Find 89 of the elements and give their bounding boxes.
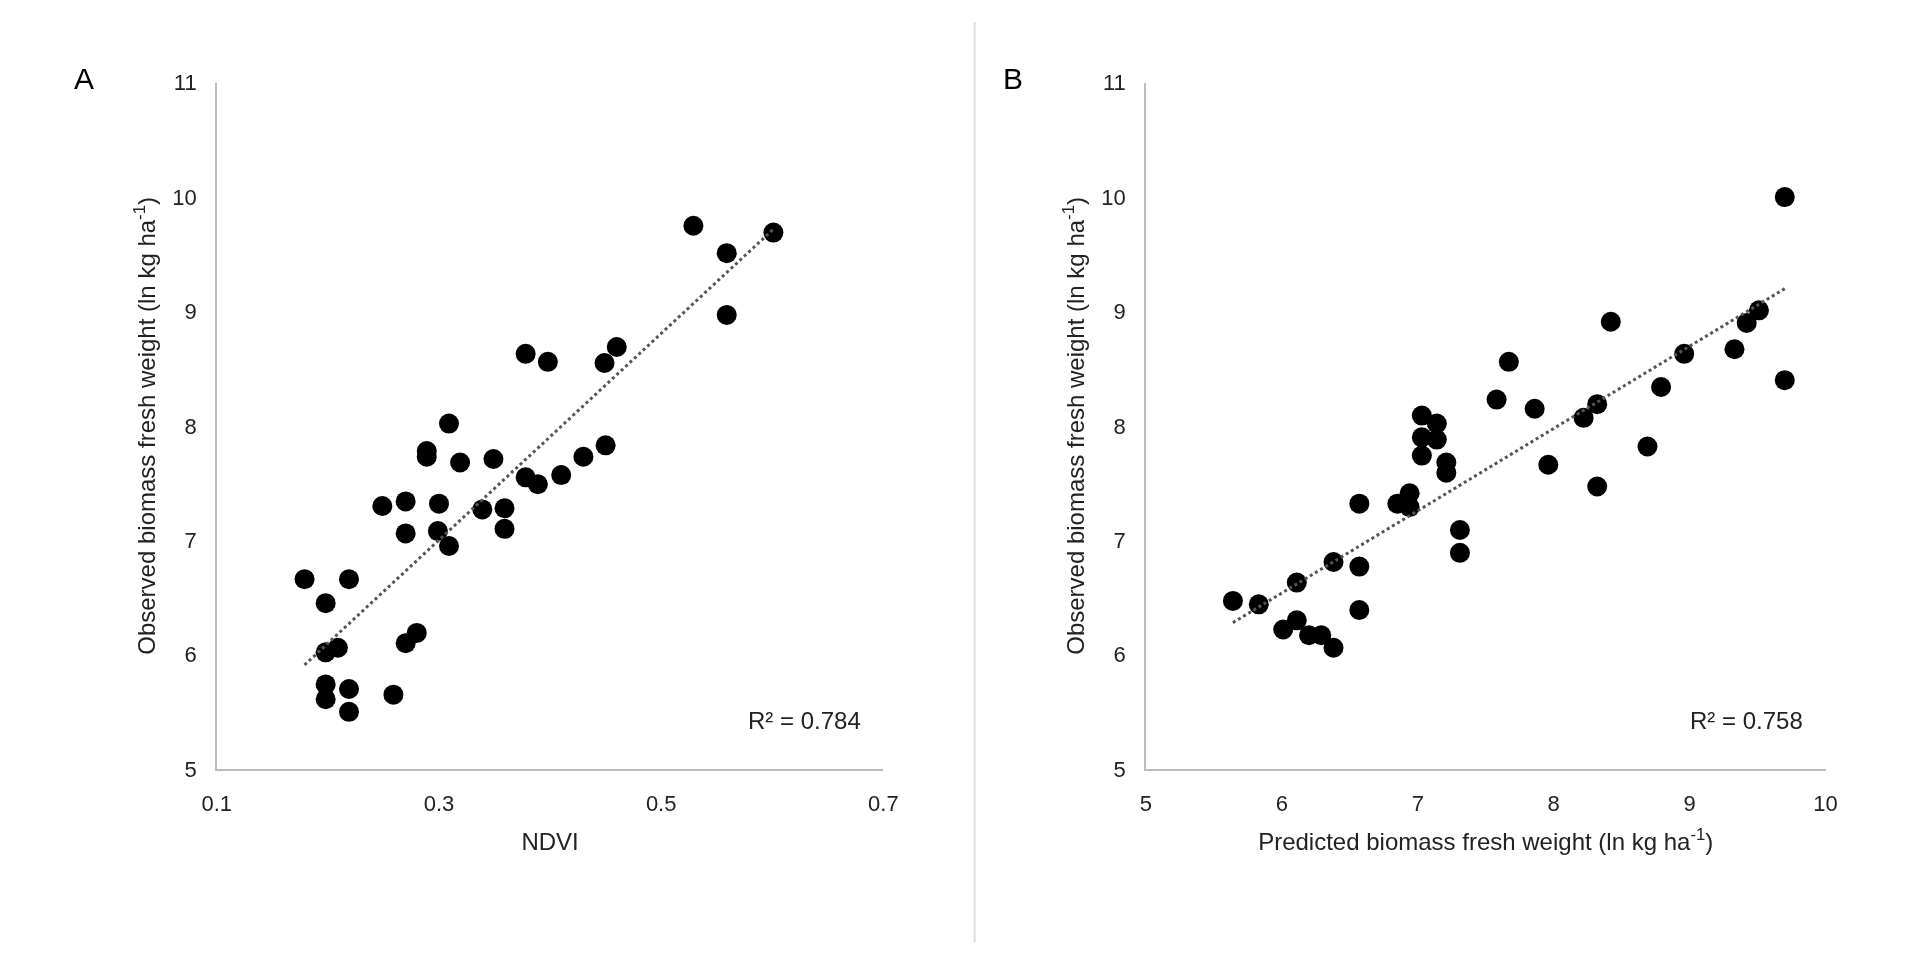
point [494, 498, 515, 519]
point [406, 622, 427, 643]
point [551, 465, 572, 486]
point [1273, 619, 1294, 640]
y-tick-label: 7 [1113, 527, 1126, 553]
point [1674, 343, 1695, 364]
y-tick-label: 6 [184, 642, 197, 668]
point [1724, 339, 1745, 360]
y-tick-label: 8 [1113, 413, 1126, 439]
point [427, 521, 448, 542]
chart-title: A [74, 62, 95, 95]
annotation: R² = 0.758 [1690, 707, 1803, 734]
y-tick-label: 6 [1113, 642, 1126, 668]
point [683, 215, 704, 236]
x-tick-label: 0.7 [868, 791, 899, 817]
point [716, 243, 737, 264]
point [573, 446, 594, 467]
x-tick-label: 8 [1547, 791, 1560, 817]
point [1651, 376, 1672, 397]
x-tick-label: 9 [1683, 791, 1696, 817]
y-tick-label: 10 [172, 184, 197, 210]
point [1573, 407, 1594, 428]
y-tick-label: 8 [184, 413, 197, 439]
point [395, 491, 416, 512]
point [1426, 429, 1447, 450]
x-tick-label: 0.3 [423, 791, 455, 817]
point [315, 689, 336, 710]
point [1524, 398, 1545, 419]
x-tick-label: 7 [1411, 791, 1424, 817]
x-tick-label: 10 [1813, 791, 1838, 817]
chart-title: B [1003, 62, 1024, 95]
point [483, 449, 504, 470]
point [515, 343, 536, 364]
x-tick-label: 6 [1275, 791, 1288, 817]
point [527, 474, 548, 495]
point [1323, 637, 1344, 658]
point [472, 499, 493, 520]
point [429, 493, 449, 514]
point [395, 523, 416, 544]
y-tick-label: 5 [1113, 756, 1126, 782]
point [450, 452, 471, 473]
point [1399, 497, 1420, 518]
point [339, 701, 359, 722]
annotation: R² = 0.784 [748, 707, 861, 734]
point [383, 684, 404, 705]
point [1222, 590, 1243, 611]
point [606, 336, 627, 357]
point [1637, 436, 1658, 457]
point [339, 569, 359, 590]
y-tick-label: 10 [1101, 184, 1126, 210]
x-axis-title: Predicted biomass fresh weight (ln kg ha$^{-1}$) [1258, 824, 1714, 855]
point [1774, 187, 1795, 208]
point [1349, 493, 1370, 514]
x-tick-label: 0.1 [201, 791, 233, 817]
point [439, 413, 459, 434]
point [1449, 519, 1470, 540]
y-tick-label: 9 [1113, 299, 1126, 325]
point [494, 518, 515, 539]
point [1538, 454, 1559, 475]
point [1498, 351, 1519, 372]
point [763, 222, 784, 243]
point [716, 304, 737, 325]
point [595, 435, 616, 456]
point [1736, 312, 1757, 333]
y-tick-label: 5 [184, 756, 197, 782]
point [1411, 445, 1432, 466]
y-tick-label: 11 [1102, 70, 1126, 96]
point [1486, 389, 1507, 410]
point [1349, 600, 1370, 621]
y-tick-label: 7 [184, 527, 197, 553]
point [594, 352, 615, 373]
point [339, 678, 359, 699]
x-axis-title: NDVI [521, 827, 579, 855]
y-tick-label: 9 [184, 299, 197, 325]
point [1411, 405, 1432, 426]
point [315, 593, 336, 614]
y-tick-label: 11 [173, 70, 197, 96]
point [1587, 476, 1608, 497]
x-tick-label: 0.5 [645, 791, 677, 817]
point [1600, 311, 1621, 332]
point [1774, 370, 1795, 391]
point [439, 535, 459, 556]
point [537, 351, 558, 372]
x-tick-label: 5 [1139, 791, 1153, 817]
point [327, 637, 348, 658]
point [1449, 542, 1470, 563]
point [1349, 556, 1370, 577]
point [294, 569, 315, 590]
point [372, 495, 393, 516]
